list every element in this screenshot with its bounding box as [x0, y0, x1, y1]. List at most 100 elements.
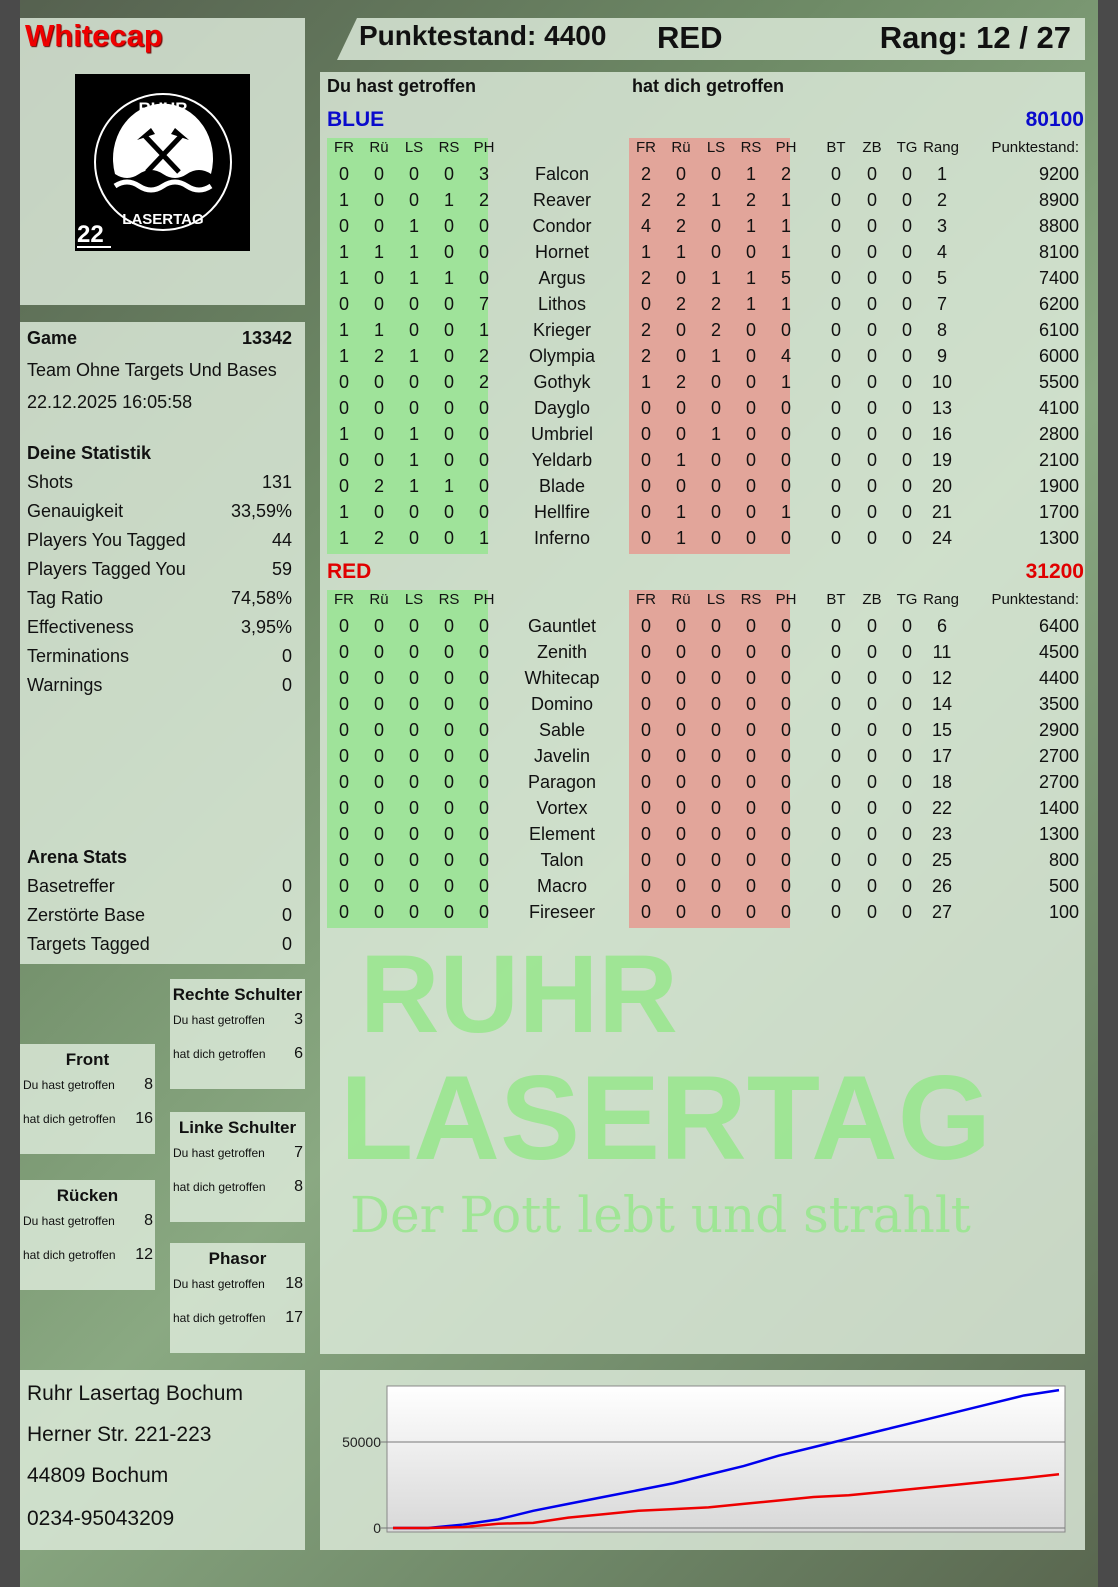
got-cell: 0 — [675, 398, 686, 418]
hit-cell: 7 — [478, 294, 489, 314]
got-cell: 0 — [745, 346, 756, 366]
got-cell: 0 — [780, 876, 791, 896]
points-cell: 1400 — [1038, 798, 1079, 818]
hit-cell: 0 — [338, 616, 349, 636]
hit-cell: 0 — [408, 190, 419, 210]
hit-cell: 0 — [373, 876, 384, 896]
got-cell: 0 — [675, 476, 686, 496]
got-cell: 0 — [675, 668, 686, 688]
hit-cell: 0 — [443, 528, 454, 548]
got-cell: 1 — [745, 216, 756, 236]
got-cell: 0 — [780, 824, 791, 844]
bt-cell: 0 — [830, 346, 841, 366]
points-cell: 6100 — [1038, 320, 1079, 340]
col-header-tg: TG — [896, 591, 918, 608]
rank-cell: 6 — [936, 616, 947, 636]
col-header-bt: BT — [826, 591, 846, 608]
player-team: RED — [657, 20, 723, 55]
table-row: 1 2 0 0 1 Inferno 0 1 0 0 0 0 0 0 24 1300 — [327, 528, 1087, 554]
points-cell: 6200 — [1038, 294, 1079, 314]
table-row: 0 0 0 0 0 Javelin 0 0 0 0 0 0 0 0 17 2700 — [327, 746, 1087, 772]
got-cell: 0 — [780, 902, 791, 922]
hit-cell: 0 — [373, 824, 384, 844]
rank-cell: 5 — [936, 268, 947, 288]
hit-cell: 1 — [408, 476, 419, 496]
rank-cell: 20 — [931, 476, 953, 496]
got-cell: 4 — [780, 346, 791, 366]
col-header-points: Punktestand: — [991, 591, 1079, 608]
hit-cell: 1 — [408, 216, 419, 236]
points-cell: 4400 — [1038, 668, 1079, 688]
rank-cell: 10 — [931, 372, 953, 392]
stat-row: Shots 131 — [27, 472, 292, 493]
col-header-rang: Rang — [923, 591, 959, 608]
arena-title: Arena Stats — [27, 847, 128, 867]
got-cell: 0 — [640, 876, 651, 896]
got-cell: 0 — [745, 850, 756, 870]
got-cell: 0 — [745, 720, 756, 740]
hit-column-bg — [327, 138, 488, 554]
zone-phasor: Phasor Du hast getroffen 18 hat dich getrof… — [170, 1243, 305, 1353]
player-name-cell: Gauntlet — [527, 616, 597, 636]
got-cell: 0 — [710, 242, 721, 262]
hit-cell: 0 — [338, 642, 349, 662]
got-cell: 0 — [675, 850, 686, 870]
zone-title: Linke Schulter — [178, 1118, 297, 1137]
player-name-cell: Reaver — [532, 190, 592, 210]
got-cell: 1 — [710, 268, 721, 288]
got-cell: 0 — [675, 746, 686, 766]
hit-cell: 0 — [373, 668, 384, 688]
table-row: 0 0 0 0 2 Gothyk 1 2 0 0 1 0 0 0 10 5500 — [327, 372, 1087, 398]
stat-value: 131 — [261, 472, 292, 492]
got-title: hat dich getroffen — [632, 76, 784, 96]
team-score: 31200 — [1025, 560, 1084, 583]
zone-got-value: 17 — [285, 1309, 303, 1326]
hit-cell: 0 — [478, 616, 489, 636]
hit-cell: 0 — [443, 746, 454, 766]
hit-cell: 1 — [408, 242, 419, 262]
rank-cell: 2 — [936, 190, 947, 210]
got-cell: 0 — [710, 902, 721, 922]
hit-cell: 2 — [373, 476, 384, 496]
rank-cell: 8 — [936, 320, 947, 340]
hit-cell: 1 — [408, 268, 419, 288]
got-cell: 0 — [640, 528, 651, 548]
col-header-FR: FR — [636, 139, 656, 156]
team-logo: RUHR LASERTAG 22 — [75, 74, 250, 251]
points-cell: 1300 — [1038, 824, 1079, 844]
zb-cell: 0 — [866, 616, 877, 636]
zb-cell: 0 — [866, 294, 877, 314]
got-cell: 2 — [675, 294, 686, 314]
bt-cell: 0 — [830, 502, 841, 522]
hit-cell: 0 — [443, 320, 454, 340]
col-header-PH: PH — [473, 591, 495, 608]
got-cell: 1 — [780, 294, 791, 314]
zone-got-value: 12 — [135, 1246, 153, 1263]
zone-got-label: hat dich getroffen — [173, 1180, 266, 1194]
got-cell: 0 — [675, 642, 686, 662]
table-row: 1 0 1 0 0 Umbriel 0 0 1 0 0 0 0 0 16 2800 — [327, 424, 1087, 450]
zb-cell: 0 — [866, 528, 877, 548]
stat-label: Tag Ratio — [27, 588, 104, 608]
zb-cell: 0 — [866, 216, 877, 236]
stat-value: 59 — [271, 559, 292, 579]
bt-cell: 0 — [830, 694, 841, 714]
hit-cell: 1 — [478, 320, 489, 340]
got-cell: 0 — [640, 502, 651, 522]
col-header-LS: LS — [706, 591, 726, 608]
hit-cell: 0 — [408, 720, 419, 740]
player-name-cell: Yeldarb — [531, 450, 593, 470]
hit-cell: 0 — [338, 668, 349, 688]
game-label: Game — [27, 328, 78, 348]
got-cell: 0 — [675, 616, 686, 636]
zone-title: Phasor — [208, 1249, 267, 1268]
got-cell: 0 — [640, 398, 651, 418]
got-cell: 0 — [675, 164, 686, 184]
hit-cell: 0 — [373, 190, 384, 210]
hit-cell: 0 — [338, 772, 349, 792]
got-cell: 0 — [780, 450, 791, 470]
got-cell: 0 — [780, 642, 791, 662]
arena-value: 0 — [281, 934, 292, 954]
arena-value: 0 — [281, 876, 292, 896]
got-cell: 0 — [745, 424, 756, 444]
